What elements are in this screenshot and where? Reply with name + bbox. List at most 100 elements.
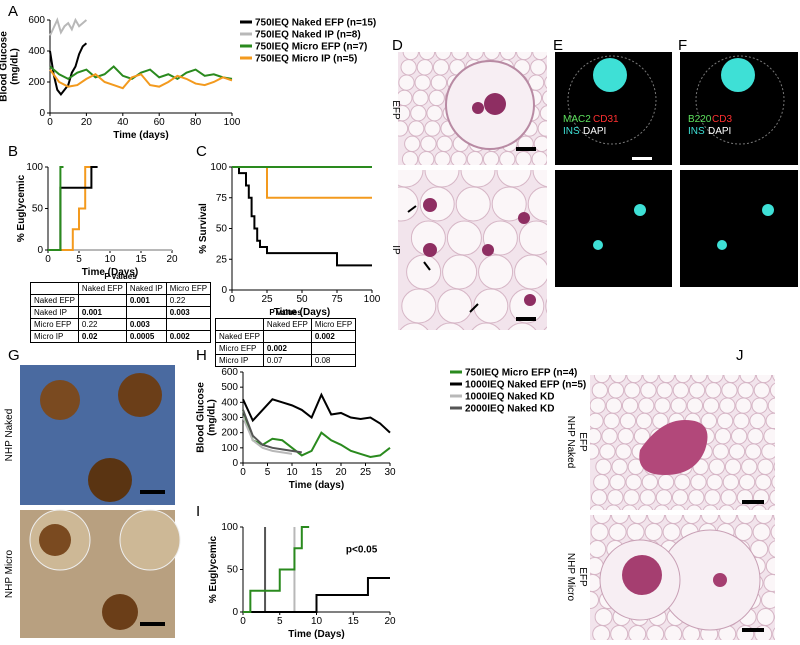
panel-label: C [196,143,207,160]
empty-cell [125,306,167,319]
x-axis-label: Time (days) [289,480,344,491]
fat-cell [767,397,775,414]
table-row: Naked EFP Micro EFP [215,318,357,331]
legend-label: 1000IEQ Naked EFP (n=5) [465,380,586,391]
y-tick-label: 200 [28,77,45,88]
fat-cell [664,625,683,640]
fat-cell [595,458,612,475]
scale-bar [742,628,764,632]
fat-cell [451,52,468,61]
y-tick-label: 75 [216,193,228,204]
series-line [232,166,372,199]
fat-cell [774,614,775,620]
x-tick-label: 15 [311,467,323,478]
fat-cell [432,59,450,76]
fat-cell [674,473,691,491]
fat-cell [499,52,517,61]
x-tick-label: 0 [240,616,246,627]
fat-cell [478,254,514,290]
fat-cell [590,489,608,506]
stain-label: DAPI [583,126,606,137]
fat-cell [772,627,775,640]
fat-cell [704,489,721,506]
table-cell: 0.08 [310,354,357,367]
fat-cell [747,428,764,445]
y-axis-label: Blood Glucose [0,31,10,102]
table-cell: 0.002 [310,330,357,343]
y-axis-label: (mg/dL) [10,48,21,85]
fat-cell [658,375,675,384]
table-cell: Naked EFP [262,318,312,331]
fat-cell [426,105,443,122]
fat-cell [428,89,445,107]
fat-cell [755,375,773,384]
islet [482,244,494,256]
fat-cell [516,52,533,61]
fat-cell [721,382,738,399]
fat-cell [533,135,547,152]
fat-cell [435,322,465,330]
fat-cell [716,412,734,430]
x-tick-label: 20 [384,616,396,627]
fat-cell [706,473,723,491]
table-row: Naked EFP Naked IP Micro EFP [30,282,212,295]
table-cell: 0.22 [165,294,212,307]
fat-cell [590,591,599,609]
table-cell: 0.002 [165,330,212,343]
table-cell: Naked EFP [30,294,79,307]
fat-cell [430,74,448,91]
fat-cell [592,625,611,640]
table-title: P values [104,272,137,281]
fat-cell [723,375,740,384]
table-cell: 0.22 [77,318,127,331]
if-image [555,170,672,287]
panel-label: J [736,347,744,364]
fat-cell [763,428,775,445]
y-tick-label: 200 [221,428,238,439]
fat-cell [537,120,547,137]
islet [713,573,727,587]
p-value-table: Naked EFP Naked IP Micro EFP Naked EFP 0.001… [30,282,212,343]
table-cell: Micro EFP [215,342,264,355]
fat-cell [722,473,740,491]
fat-cell [418,150,435,165]
table-cell: 0.003 [165,306,212,319]
empty-cell [77,294,127,307]
fat-cell [424,170,460,188]
fat-cell [724,458,742,475]
x-tick-label: 5 [277,616,283,627]
panel-label: H [196,347,207,364]
x-tick-label: 80 [190,117,202,128]
table-cell: 0.002 [262,342,312,355]
fat-cell [527,186,547,222]
table-cell: 0.003 [125,318,167,331]
series-line [242,417,293,455]
fat-cell [628,625,647,640]
graft [639,420,708,475]
x-tick-label: 5 [265,467,271,478]
fat-cell [751,397,768,414]
fat-cell [507,322,537,330]
y-tick-label: 100 [210,162,227,173]
empty-cell [310,342,357,355]
fat-cell [455,186,491,222]
table-cell: Naked EFP [215,330,264,343]
micrographs [20,52,798,640]
stain-label: MAC2 [563,114,591,125]
table-title: P values [269,308,302,317]
fat-cell [518,220,547,256]
table-row: Naked EFP 0.002 [215,330,357,343]
series-line [49,42,88,97]
fat-cell [712,443,729,460]
x-tick-label: 100 [364,294,381,305]
x-tick-label: 10 [286,467,298,478]
fat-cell [654,397,671,414]
fat-cell [402,52,419,61]
fat-cell [416,59,433,76]
panel-label: D [392,37,403,54]
table-row: Micro IP 0.02 0.0005 0.002 [30,330,212,343]
fat-cell [603,412,620,430]
fat-cell [702,397,720,414]
x-tick-label: 5 [76,254,82,265]
fat-cell [619,412,637,430]
